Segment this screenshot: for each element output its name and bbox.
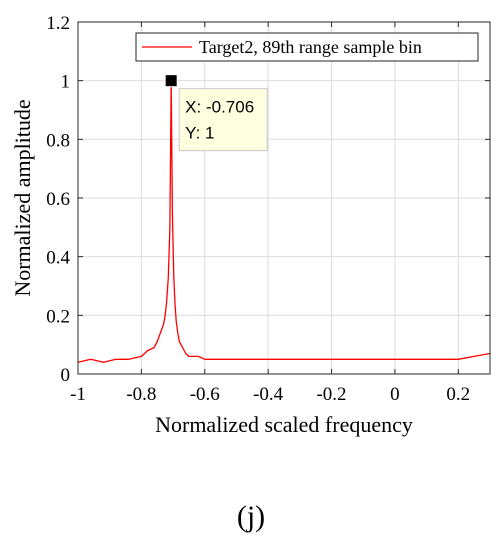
x-tick-label: -0.2 — [316, 384, 346, 405]
x-tick-label: 0.2 — [446, 384, 470, 405]
x-tick-label: 0 — [390, 384, 400, 405]
y-tick-label: 0 — [61, 365, 71, 386]
y-tick-label: 1.2 — [46, 13, 70, 34]
data-tip-y-value: Y: 1 — [185, 124, 214, 143]
y-tick-label: 0.8 — [46, 130, 70, 151]
x-tick-label: -1 — [70, 384, 86, 405]
legend: Target2, 89th range sample bin — [135, 32, 479, 62]
series-layer — [77, 80, 491, 363]
x-axis-label: Normalized scaled frequency — [155, 412, 413, 437]
x-tick-label: -0.8 — [126, 384, 156, 405]
legend-box — [135, 32, 479, 62]
series-line-target2 — [77, 80, 491, 363]
grid-lines — [77, 21, 490, 375]
subfigure-caption: (j) — [236, 500, 266, 533]
x-tick-label: -0.4 — [253, 384, 284, 405]
data-tip-marker — [164, 74, 178, 88]
data-tip-x-value: X: -0.706 — [185, 98, 254, 117]
legend-label: Target2, 89th range sample bin — [199, 37, 422, 57]
x-tick-label: -0.6 — [190, 384, 220, 405]
data-tip-box — [178, 88, 268, 152]
y-tick-label: 1 — [61, 72, 71, 93]
axis-ticks: -1 -0.8 -0.6 -0.4 -0.2 0 0.2 0 0.2 0.4 0.6 0.8 1 1.2 — [46, 13, 490, 405]
y-axis-label: Normalized amplitude — [10, 99, 35, 296]
y-tick-label: 0.6 — [46, 189, 70, 210]
y-tick-label: 0.4 — [46, 248, 70, 269]
y-tick-label: 0.2 — [46, 306, 70, 327]
data-tip: X: -0.706 Y: 1 — [164, 74, 268, 152]
